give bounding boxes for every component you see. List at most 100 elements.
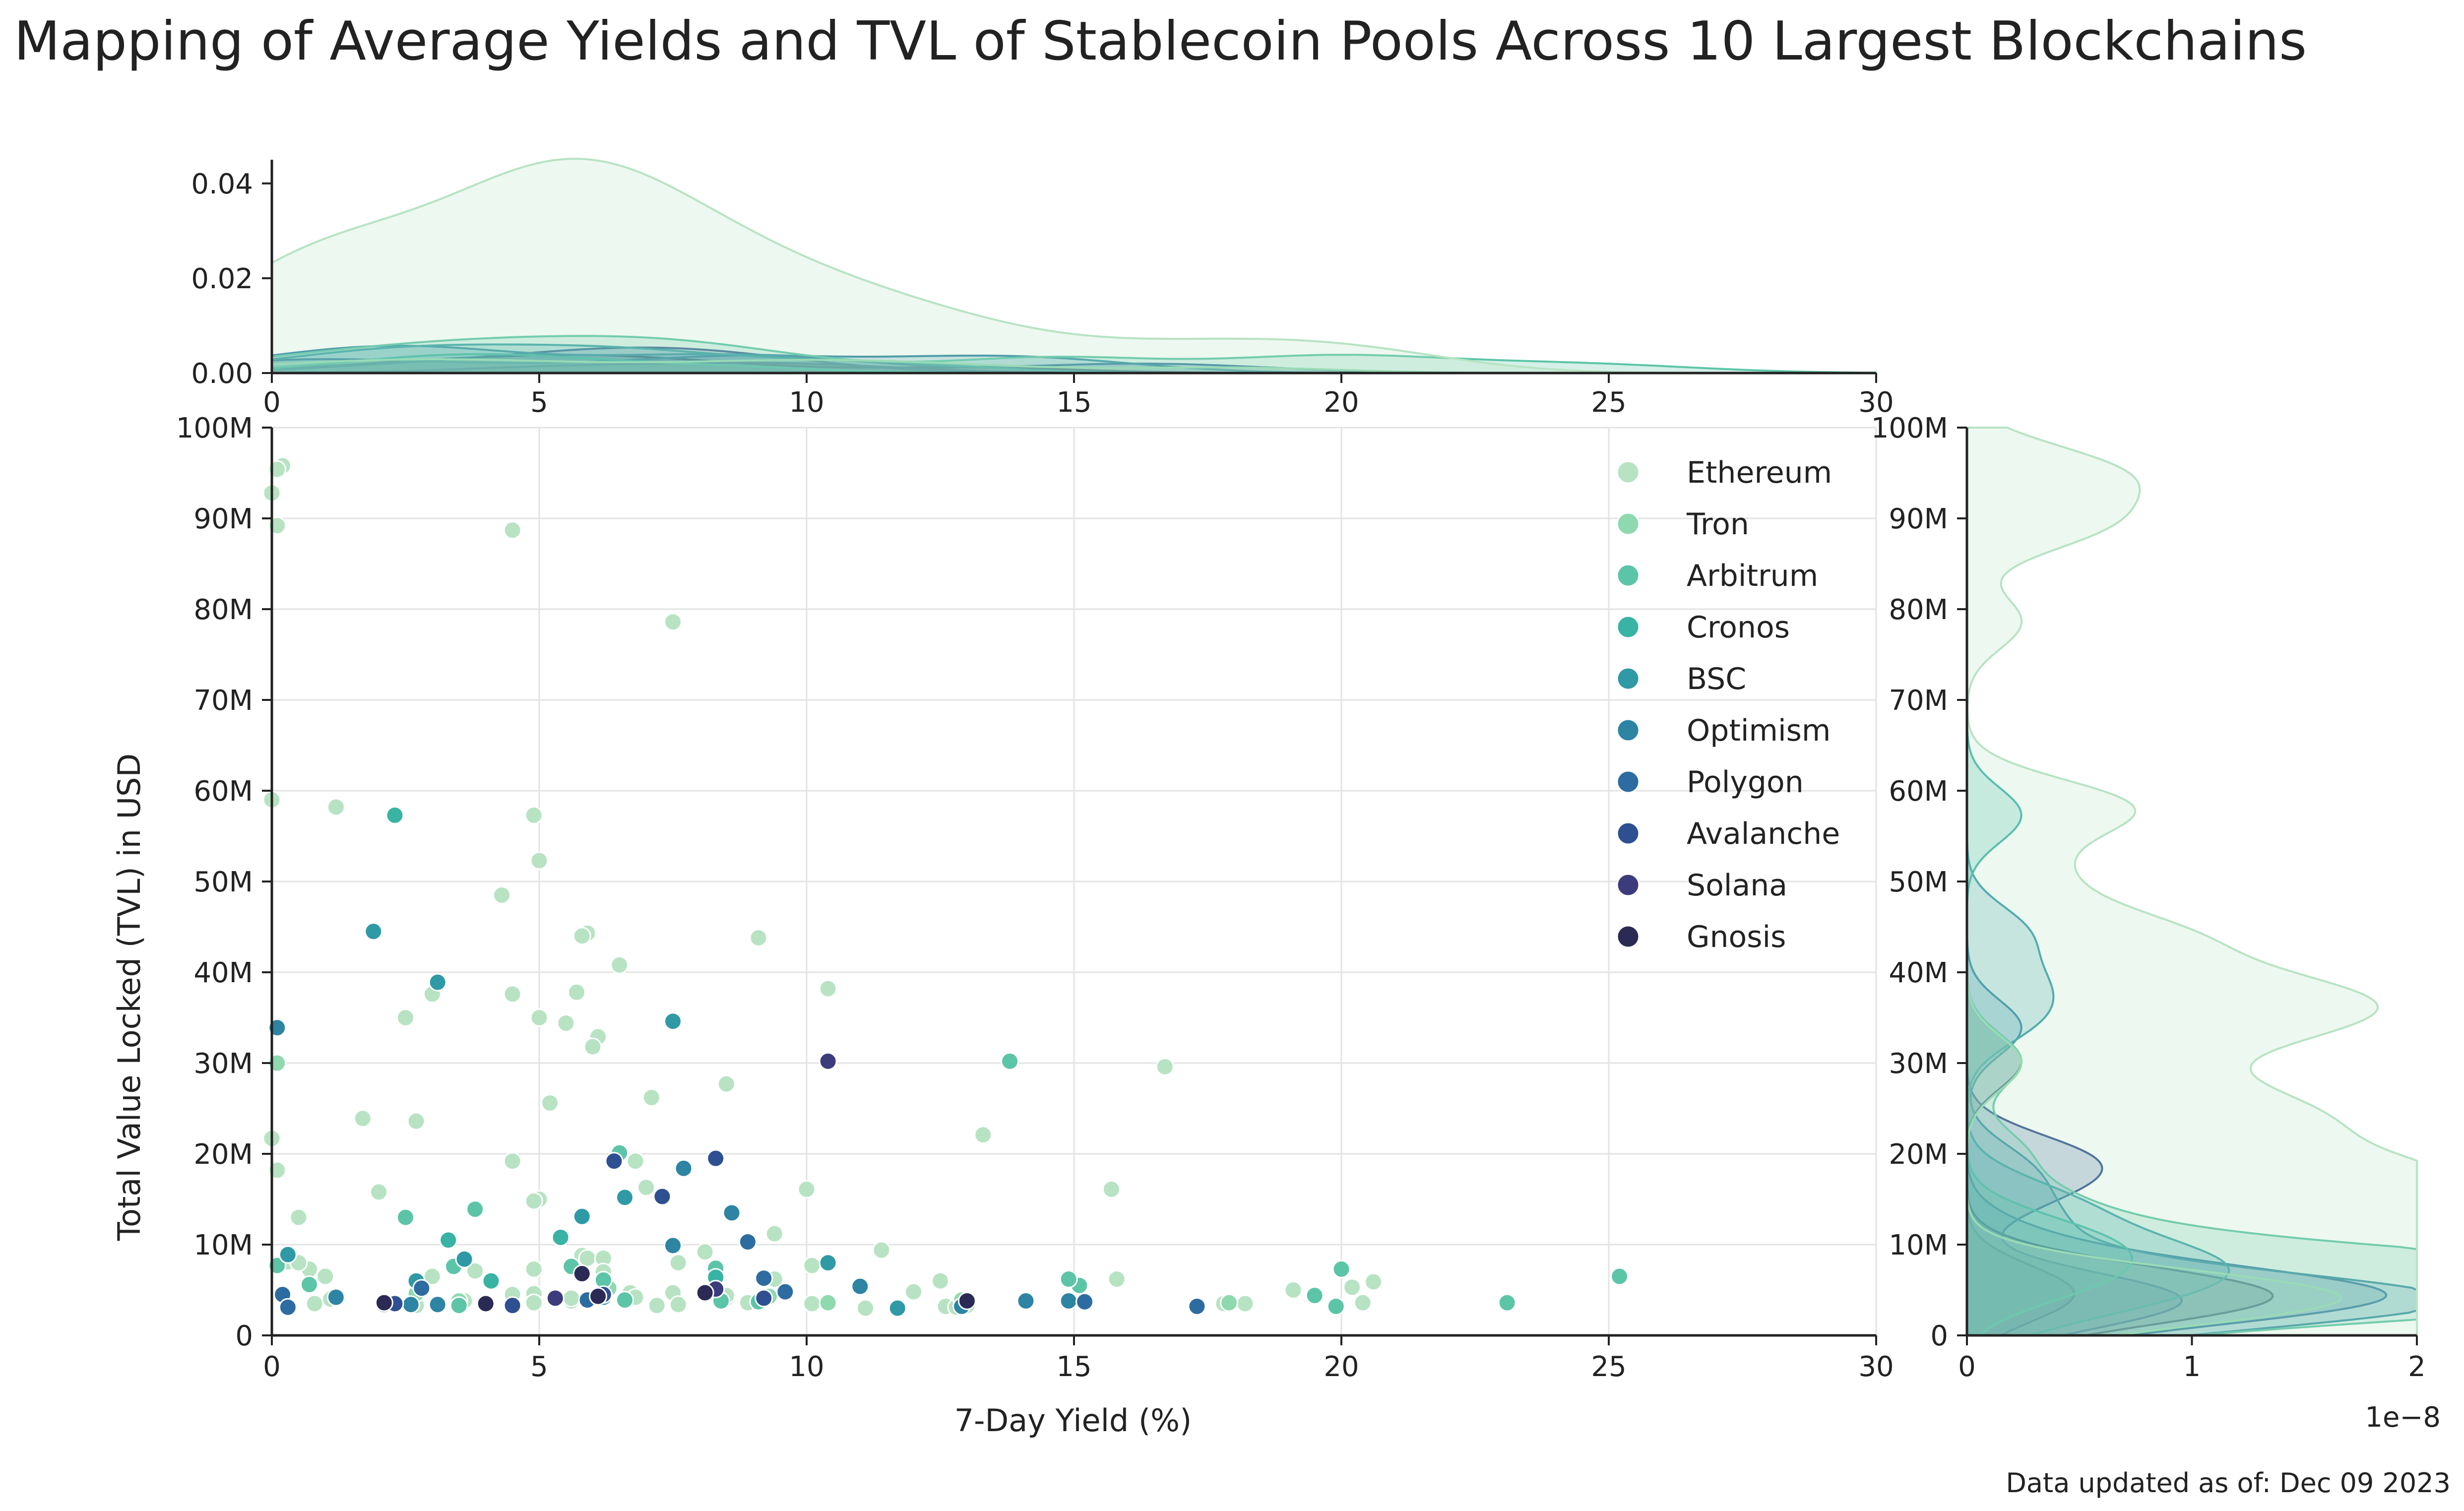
x-axis-label: 7-Day Yield (%) (954, 1402, 1192, 1439)
y-tick-label: 40M (193, 957, 253, 989)
data-point-ethereum (524, 1192, 543, 1210)
data-point-polygon (738, 1233, 757, 1252)
right-kde-y-tick-label: 70M (1889, 685, 1948, 717)
x-tick-label: 15 (1056, 1351, 1091, 1383)
data-point-gnosis (589, 1287, 608, 1306)
right-kde-y-tick-label: 90M (1889, 503, 1948, 535)
data-point-ethereum (669, 1295, 688, 1314)
y-tick-label: 30M (193, 1048, 253, 1080)
data-point-optimism (674, 1159, 693, 1178)
data-point-ethereum (503, 521, 522, 540)
data-point-cronos (482, 1271, 501, 1290)
data-point-ethereum (695, 1243, 714, 1261)
data-point-ethereum (803, 1294, 821, 1313)
legend-label-arbitrum: Arbitrum (1687, 559, 1818, 593)
right-kde-y-tick-label: 50M (1889, 866, 1948, 898)
top-kde-x-tick-label: 0 (263, 386, 281, 419)
legend-label-bsc: BSC (1687, 662, 1746, 696)
data-point-gnosis (572, 1264, 591, 1283)
legend-marker-cronos (1616, 615, 1640, 639)
data-point-ethereum (493, 885, 511, 904)
y-tick-label: 0 (235, 1320, 253, 1352)
data-point-avalanche (503, 1296, 522, 1315)
data-point-polygon (1188, 1297, 1206, 1316)
kde-right-ethereum (1966, 427, 2418, 1336)
legend-label-cronos: Cronos (1687, 610, 1790, 645)
data-point-ethereum (326, 798, 345, 817)
right-kde-y-tick-label: 60M (1889, 775, 1948, 808)
x-tick-label: 25 (1591, 1351, 1626, 1383)
data-point-arbitrum (1327, 1297, 1345, 1316)
data-point-bsc (455, 1250, 474, 1268)
y-tick-label: 50M (193, 866, 253, 898)
data-point-optimism (428, 1295, 447, 1314)
data-point-bsc (819, 1254, 837, 1272)
data-point-ethereum (1364, 1272, 1383, 1291)
data-point-ethereum (856, 1299, 875, 1318)
data-point-ethereum (572, 927, 591, 945)
data-point-bsc (888, 1299, 907, 1318)
data-point-ethereum (370, 1183, 388, 1201)
data-point-tron (1220, 1293, 1239, 1312)
top-kde-x-tick-label: 25 (1591, 386, 1626, 419)
data-point-ethereum (1284, 1281, 1303, 1299)
y-tick-label: 70M (193, 685, 253, 717)
kde-top-ethereum (271, 158, 1876, 374)
data-point-avalanche (605, 1152, 624, 1171)
data-point-ethereum (1353, 1293, 1372, 1312)
top-kde-x-tick-label: 10 (789, 386, 824, 419)
data-point-ethereum (803, 1256, 821, 1275)
right-kde-x-tick-label: 2 (2408, 1351, 2426, 1383)
x-tick-label: 5 (530, 1351, 548, 1383)
data-point-bsc (428, 973, 447, 992)
data-point-gnosis (695, 1283, 714, 1302)
data-point-optimism (1016, 1291, 1035, 1310)
data-point-ethereum (637, 1178, 656, 1197)
data-point-polygon (412, 1279, 431, 1298)
data-point-ethereum (797, 1180, 816, 1198)
top-kde-tick-label: 0.02 (191, 263, 253, 295)
y-tick-label: 80M (193, 594, 253, 626)
data-point-bsc (664, 1012, 682, 1031)
legend-marker-avalanche (1616, 821, 1640, 845)
data-point-ethereum (669, 1254, 688, 1272)
legend-marker-ethereum (1616, 460, 1640, 484)
data-point-ethereum (530, 1008, 549, 1027)
x-tick-label: 20 (1324, 1351, 1359, 1383)
data-point-gnosis (375, 1293, 393, 1312)
data-point-optimism (851, 1277, 870, 1296)
data-point-ethereum (642, 1088, 661, 1107)
data-point-solana (546, 1289, 565, 1308)
x-tick-label: 0 (263, 1351, 281, 1383)
data-point-gnosis (476, 1294, 495, 1313)
data-point-ethereum (557, 1013, 575, 1032)
legend-marker-arbitrum (1616, 564, 1640, 587)
data-point-ethereum (567, 983, 586, 1002)
data-point-arbitrum (300, 1275, 318, 1294)
kde-top-arbitrum (271, 335, 1877, 374)
top-kde-tick-label: 0.00 (191, 358, 253, 390)
right-kde-y-tick-label: 30M (1889, 1048, 1948, 1080)
data-point-cronos (551, 1228, 570, 1247)
chart-title: Mapping of Average Yields and TVL of Sta… (14, 10, 2307, 72)
y-tick-label: 100M (176, 412, 253, 444)
data-point-bsc (572, 1207, 591, 1226)
right-kde-y-tick-label: 40M (1889, 957, 1948, 989)
data-point-ethereum (503, 985, 522, 1004)
data-point-tron (819, 1293, 837, 1312)
data-point-ethereum (524, 1293, 543, 1312)
right-kde-y-tick-label: 100M (1871, 412, 1948, 444)
right-kde-y-tick-label: 20M (1889, 1138, 1948, 1171)
data-point-ethereum (717, 1074, 736, 1093)
data-point-avalanche (755, 1289, 773, 1308)
data-point-arbitrum (1305, 1286, 1324, 1305)
legend-label-ethereum: Ethereum (1687, 455, 1832, 490)
data-point-gnosis (957, 1291, 976, 1310)
data-point-ethereum (931, 1271, 949, 1290)
data-point-ethereum (872, 1241, 891, 1259)
data-point-arbitrum (396, 1208, 415, 1227)
right-kde-y-tick-label: 10M (1889, 1229, 1948, 1261)
data-point-ethereum (541, 1094, 560, 1113)
data-point-solana (819, 1052, 837, 1070)
